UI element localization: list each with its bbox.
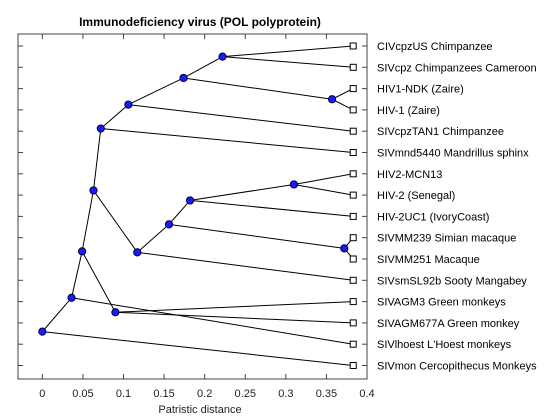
internal-node-marker	[89, 186, 98, 195]
leaf-node-marker	[349, 212, 357, 220]
x-tick-label: 0.15	[153, 388, 174, 400]
tree-branch	[93, 190, 138, 253]
tree-branch	[293, 173, 354, 185]
leaf-label: SIVMM251 Macaque	[377, 254, 480, 266]
tree-branch	[100, 104, 129, 129]
x-tick-label: 0	[39, 388, 45, 400]
tree-branch	[190, 199, 354, 217]
leaf-label: SIVlhoest L'Hoest monkeys	[377, 339, 512, 351]
branch-group	[41, 45, 354, 366]
leaf-label-group: CIVcpzUS Chimpanzee SIVcpz Chimpanzees Ca…	[377, 41, 537, 373]
plot-frame	[17, 33, 368, 380]
internal-node-marker	[289, 180, 299, 189]
internal-node-marker	[124, 100, 133, 109]
tree-branch	[168, 223, 345, 249]
tree-branch	[81, 251, 116, 313]
leaf-node-marker	[349, 362, 357, 369]
x-tick-label: 0.2	[197, 388, 212, 400]
leaf-node-marker	[349, 42, 357, 50]
tree-branch	[137, 251, 354, 281]
leaf-label: SIVAGM677A Green monkey	[377, 318, 520, 330]
leaf-label: SIVcpz Chimpanzees Cameroon	[377, 62, 537, 74]
internal-node-marker	[164, 220, 174, 229]
x-tick-label: 0.3	[278, 388, 293, 400]
leaf-node-marker	[349, 298, 357, 306]
internal-node-marker	[78, 247, 87, 256]
leaf-node-marker	[349, 255, 357, 263]
x-tick-label: 0.05	[72, 388, 93, 400]
leaf-node-marker	[349, 149, 357, 156]
x-tick-label: 0.35	[316, 388, 337, 400]
tree-branch	[81, 190, 94, 252]
tree-branch	[222, 56, 354, 68]
tree-branch	[168, 200, 191, 225]
leaf-node-marker	[349, 191, 357, 199]
internal-node-marker	[38, 327, 47, 336]
x-tick-group: 0 0.05 0.1 0.15 0.2 0.25 0.3 0.35 0.4	[39, 34, 375, 400]
tree-branch	[128, 104, 354, 132]
internal-node-marker	[67, 293, 76, 302]
internal-node-marker	[218, 52, 227, 61]
y-tick-group	[18, 45, 367, 366]
internal-node-marker	[96, 124, 105, 133]
tree-branch	[71, 297, 354, 345]
internal-node-marker	[133, 248, 142, 257]
internal-node-marker	[179, 73, 188, 83]
tree-branch	[183, 56, 223, 79]
leaf-label: SIVcpzTAN1 Chimpanzee	[377, 126, 504, 138]
leaf-node-marker	[349, 170, 357, 178]
tree-branch	[41, 297, 72, 332]
leaf-node-marker	[349, 85, 357, 93]
x-axis-label: Patristic distance	[158, 404, 241, 416]
leaf-node-marker	[349, 234, 357, 242]
leaf-label: HIV2-MCN13	[377, 169, 442, 181]
leaf-label: HIV1-NDK (Zaire)	[377, 84, 464, 96]
node-group	[38, 42, 357, 369]
x-tick-label: 0.25	[235, 388, 256, 400]
chart-title: Immunodeficiency virus (POL polyprotein)	[79, 15, 321, 29]
tree-branch	[128, 77, 184, 106]
internal-node-marker	[328, 95, 337, 104]
tree-branch	[136, 224, 170, 253]
leaf-label: SIVmnd5440 Mandrillus sphinx	[377, 148, 529, 160]
internal-node-marker	[111, 308, 120, 317]
tree-branch	[92, 128, 102, 191]
leaf-node-marker	[349, 319, 357, 327]
leaf-label: HIV-1 (Zaire)	[377, 105, 440, 117]
tree-branch	[42, 331, 354, 366]
tree-branch	[71, 251, 83, 298]
tree-branch	[222, 45, 354, 58]
tree-branch	[100, 128, 354, 153]
tree-branch	[189, 183, 295, 201]
leaf-node-marker	[349, 106, 357, 114]
leaf-label: SIVmon Cercopithecus Monkeys	[377, 361, 537, 373]
leaf-label: HIV-2UC1 (IvoryCoast)	[377, 211, 489, 223]
leaf-label: HIV-2 (Senegal)	[377, 190, 455, 202]
leaf-node-marker	[349, 63, 357, 71]
internal-node-marker	[340, 244, 349, 253]
tree-branch	[115, 311, 354, 324]
internal-node-marker	[185, 196, 195, 205]
leaf-label: CIVcpzUS Chimpanzee	[377, 41, 493, 53]
leaf-node-marker	[349, 127, 357, 135]
tree-branch	[115, 301, 354, 313]
leaf-label: SIVMM239 Simian macaque	[377, 233, 516, 245]
x-tick-label: 0.4	[359, 388, 374, 400]
tree-branch	[293, 183, 354, 196]
leaf-node-marker	[349, 340, 357, 348]
leaf-node-marker	[349, 276, 357, 284]
x-tick-label: 0.1	[116, 388, 131, 400]
leaf-label: SIVsmSL92b Sooty Mangabey	[377, 275, 527, 287]
leaf-label: SIVAGM3 Green monkeys	[377, 297, 506, 309]
tree-branch	[183, 77, 333, 100]
